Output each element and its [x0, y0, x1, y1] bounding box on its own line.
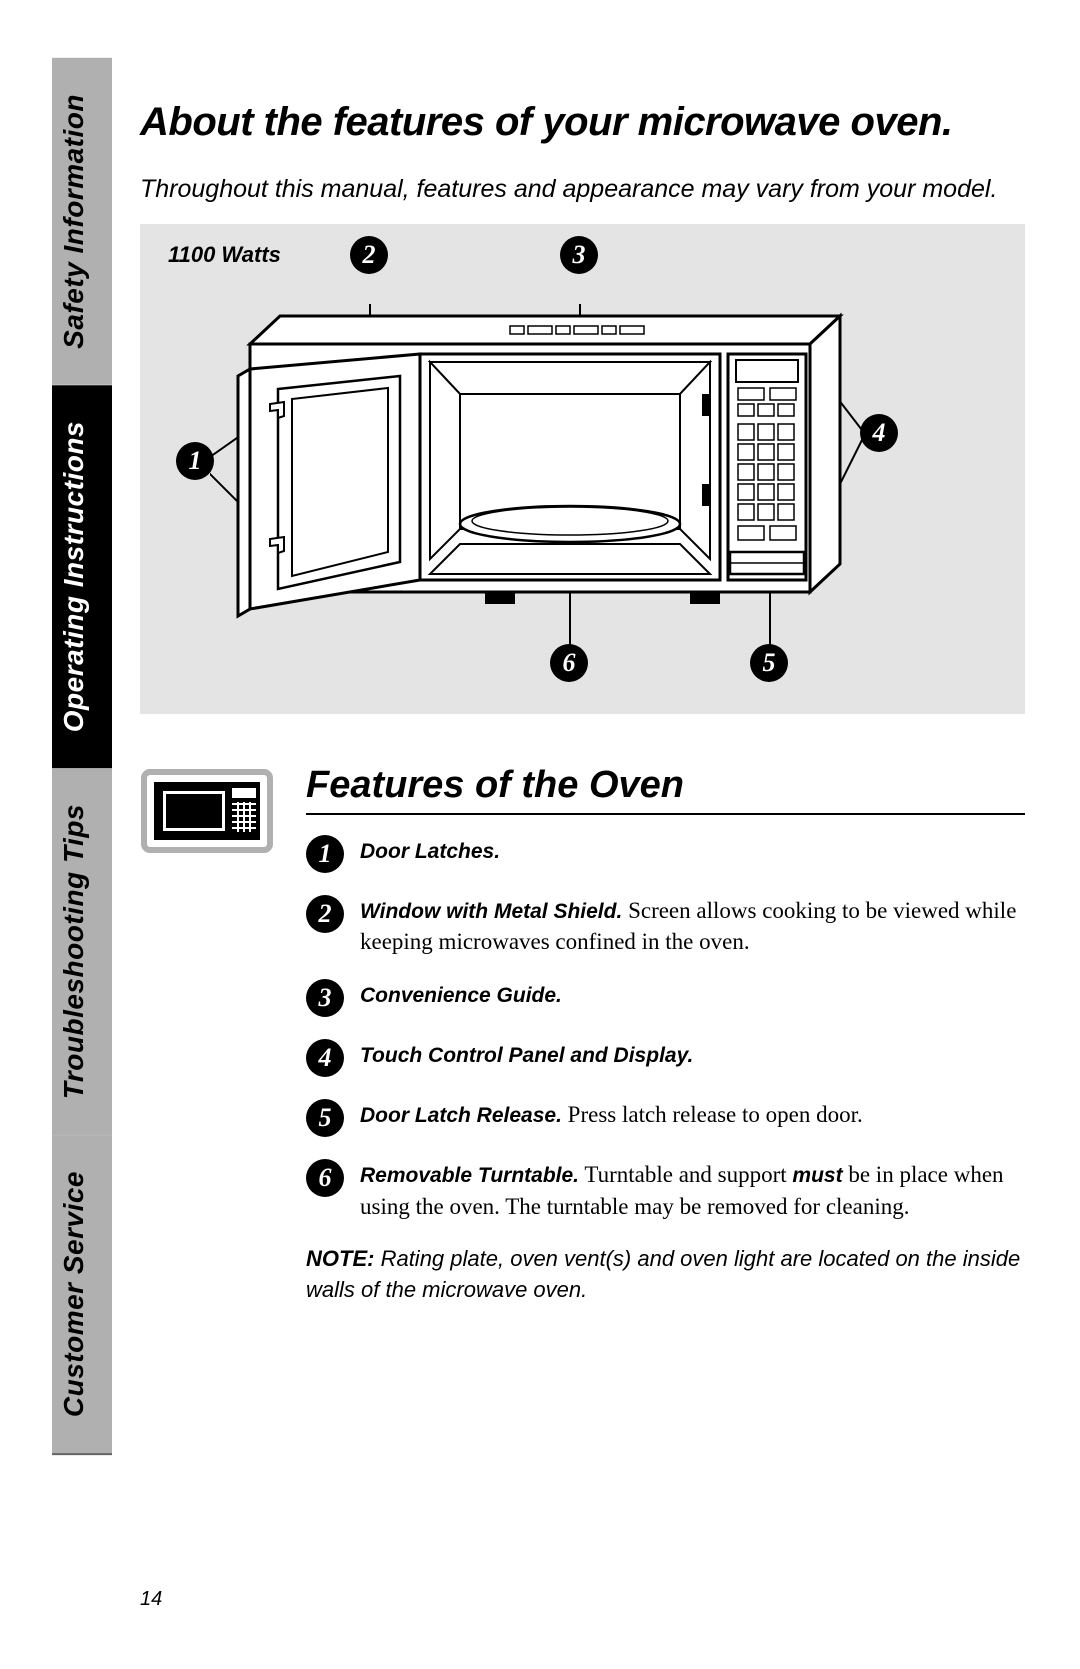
feature-5-label: Door Latch Release. [360, 1104, 562, 1127]
feature-num-6: 6 [306, 1159, 344, 1197]
feature-item-5: 5 Door Latch Release. Press latch releas… [306, 1099, 1025, 1137]
note-label: NOTE: [306, 1246, 374, 1271]
feature-1-label: Door Latches. [360, 840, 500, 863]
feature-4-label: Touch Control Panel and Display. [360, 1044, 693, 1067]
feature-6-text-pre: Turntable and support [579, 1162, 792, 1187]
tab-safety: Safety Information [52, 58, 112, 385]
microwave-thumbnail-icon [140, 764, 280, 864]
page-content: About the features of your microwave ove… [140, 100, 1025, 1305]
wattage-label: 1100 Watts [168, 242, 281, 268]
features-heading: Features of the Oven [306, 764, 1025, 815]
microwave-illustration [210, 304, 930, 684]
tab-operating: Operating Instructions [52, 385, 112, 768]
feature-num-3: 3 [306, 979, 344, 1017]
callout-1: 1 [176, 442, 214, 480]
features-note: NOTE: Rating plate, oven vent(s) and ove… [306, 1244, 1025, 1306]
feature-2-label: Window with Metal Shield. [360, 900, 622, 923]
feature-6-em: must [792, 1164, 842, 1187]
feature-num-5: 5 [306, 1099, 344, 1137]
note-text: Rating plate, oven vent(s) and oven ligh… [306, 1246, 1020, 1302]
callout-2: 2 [350, 236, 388, 274]
page-number: 14 [140, 1588, 162, 1611]
features-section: Features of the Oven 1 Door Latches. 2 W… [140, 764, 1025, 1305]
page-subtitle: Throughout this manual, features and app… [140, 175, 1025, 204]
callout-3: 3 [560, 236, 598, 274]
side-tab-strip: Safety Information Operating Instruction… [52, 58, 112, 1455]
feature-item-3: 3 Convenience Guide. [306, 979, 1025, 1017]
feature-num-2: 2 [306, 895, 344, 933]
feature-3-label: Convenience Guide. [360, 984, 562, 1007]
feature-item-1: 1 Door Latches. [306, 835, 1025, 873]
tab-troubleshooting: Troubleshooting Tips [52, 768, 112, 1135]
microwave-diagram: 1100 Watts 2 3 1 4 5 6 [140, 224, 1025, 714]
page-title: About the features of your microwave ove… [140, 100, 1025, 145]
feature-6-label: Removable Turntable. [360, 1164, 579, 1187]
tab-customer: Customer Service [52, 1135, 112, 1455]
feature-item-4: 4 Touch Control Panel and Display. [306, 1039, 1025, 1077]
feature-item-6: 6 Removable Turntable. Turntable and sup… [306, 1159, 1025, 1221]
feature-5-text: Press latch release to open door. [562, 1102, 863, 1127]
feature-num-1: 1 [306, 835, 344, 873]
feature-item-2: 2 Window with Metal Shield. Screen allow… [306, 895, 1025, 957]
feature-num-4: 4 [306, 1039, 344, 1077]
